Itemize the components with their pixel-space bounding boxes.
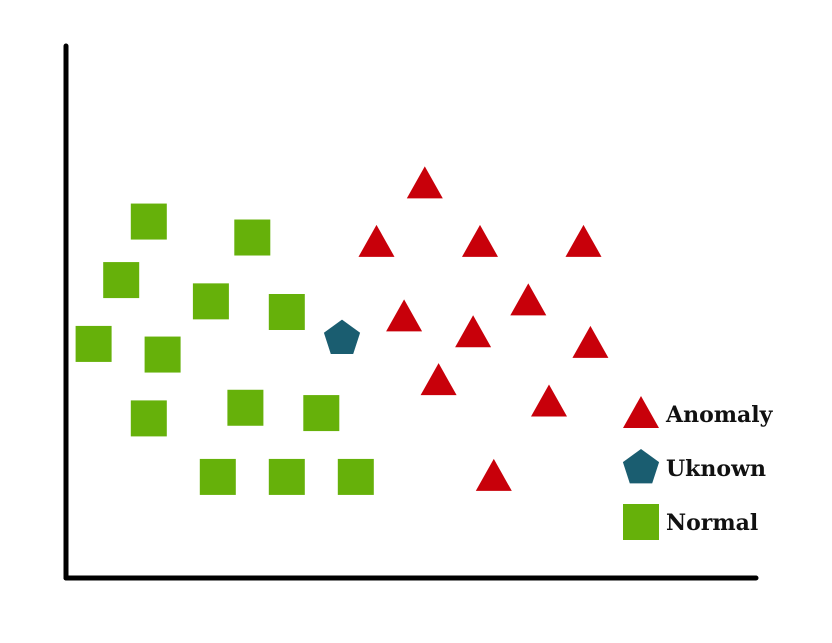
anomaly-point-3 — [565, 224, 602, 257]
anomaly-point-6 — [455, 315, 492, 348]
legend-label-uknown: Uknown — [666, 456, 766, 482]
anomaly-point-5 — [386, 299, 423, 332]
normal-point-2 — [103, 262, 140, 299]
normal-point-1 — [234, 219, 271, 256]
normal-point-9 — [303, 395, 340, 432]
normal-point-4 — [268, 294, 305, 330]
normal-point-12 — [337, 458, 374, 495]
anomaly-point-7 — [572, 325, 609, 358]
anomaly-point-1 — [358, 224, 395, 257]
legend-normal-square-icon — [623, 504, 659, 540]
normal-point-10 — [199, 458, 236, 495]
anomaly-point-4 — [510, 283, 547, 316]
normal-point-6 — [144, 336, 181, 373]
normal-point-8 — [227, 389, 264, 426]
normal-point-11 — [268, 458, 305, 495]
anomaly-point-2 — [462, 224, 498, 257]
uknown-point-0 — [323, 319, 361, 354]
anomaly-point-0 — [406, 166, 443, 199]
legend: Anomaly Uknown Normal — [622, 396, 774, 540]
anomaly-point-8 — [420, 363, 457, 396]
anomaly-point-9 — [531, 384, 567, 417]
legend-label-normal: Normal — [666, 510, 758, 536]
normal-point-5 — [75, 325, 112, 362]
normal-point-7 — [130, 400, 167, 437]
data-points — [75, 166, 609, 495]
normal-point-3 — [192, 283, 229, 320]
anomaly-point-10 — [475, 458, 512, 491]
legend-uknown-pentagon-icon — [622, 449, 660, 484]
legend-label-anomaly: Anomaly — [665, 402, 774, 428]
normal-point-0 — [130, 203, 167, 240]
legend-anomaly-triangle-icon — [623, 396, 659, 428]
